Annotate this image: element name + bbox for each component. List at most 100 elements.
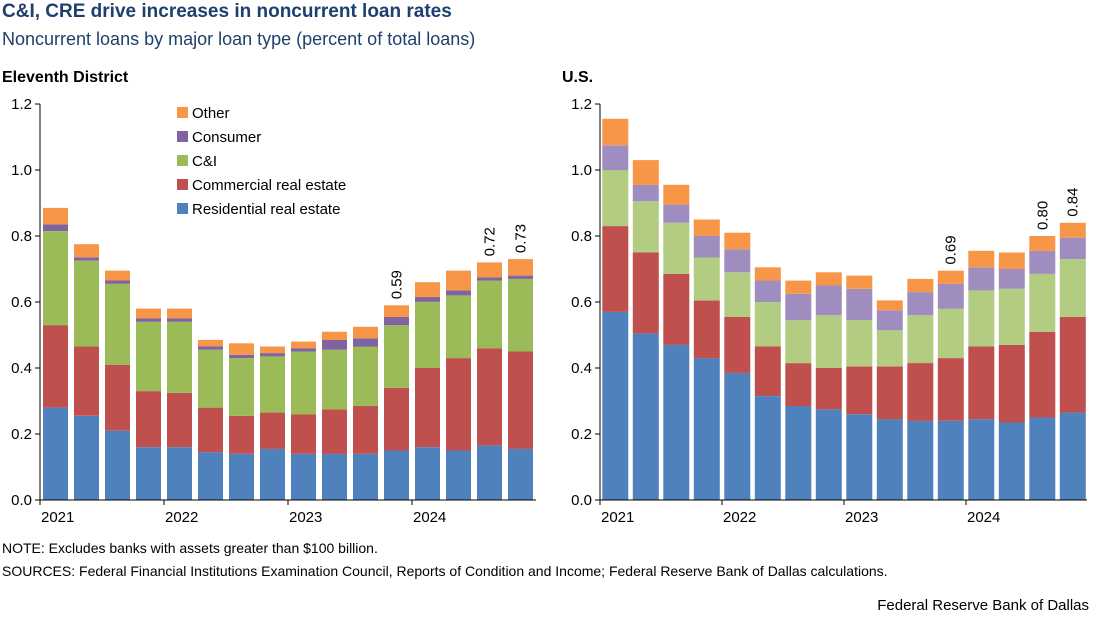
us-bar-candi-2023q2 bbox=[876, 330, 903, 367]
district-bar-other-2023q3 bbox=[353, 326, 378, 339]
district-bar-consumer-2023q4 bbox=[384, 316, 409, 326]
us-bar-other-2023q1 bbox=[846, 275, 873, 289]
legend-label-residential-real-estate: Residential real estate bbox=[192, 201, 340, 218]
us-bar-consumer-2023q2 bbox=[876, 310, 903, 331]
district-bar-consumer-2024q4 bbox=[508, 275, 533, 279]
us-data-label-0.69: 0.69 bbox=[943, 235, 960, 264]
us-bar-commercial-real-estate-2022q4 bbox=[815, 368, 842, 410]
us-bar-consumer-2022q1 bbox=[724, 249, 751, 273]
district-bar-consumer-2021q1 bbox=[43, 224, 68, 231]
us-bar-residential-real-estate-2024q2 bbox=[998, 422, 1025, 500]
district-bar-other-2022q2 bbox=[198, 339, 223, 347]
district-bar-consumer-2024q1 bbox=[415, 297, 440, 302]
us-bar-consumer-2021q3 bbox=[663, 204, 690, 223]
district-bar-residential-real-estate-2021q1 bbox=[43, 407, 68, 500]
us-y-tick-label: 1.0 bbox=[571, 162, 592, 179]
district-data-label-0.72: 0.72 bbox=[482, 227, 499, 256]
legend-label-commercial-real-estate: Commercial real estate bbox=[192, 177, 346, 194]
district-bar-residential-real-estate-2023q3 bbox=[353, 453, 378, 500]
district-bar-other-2023q4 bbox=[384, 305, 409, 317]
district-panel-title: Eleventh District bbox=[2, 69, 129, 86]
district-bar-candi-2022q1 bbox=[167, 321, 192, 393]
us-bar-commercial-real-estate-2021q1 bbox=[602, 226, 629, 312]
district-bar-other-2022q1 bbox=[167, 308, 192, 319]
district-bar-other-2022q4 bbox=[260, 346, 285, 354]
us-bar-consumer-2024q4 bbox=[1059, 237, 1086, 260]
us-bar-other-2022q4 bbox=[815, 272, 842, 286]
us-bar-commercial-real-estate-2021q4 bbox=[693, 300, 720, 359]
us-bar-candi-2023q1 bbox=[846, 320, 873, 367]
us-bar-consumer-2023q4 bbox=[937, 283, 964, 309]
us-bar-candi-2021q1 bbox=[602, 170, 629, 227]
district-y-tick-label: 0.6 bbox=[11, 294, 32, 311]
district-bar-candi-2023q4 bbox=[384, 325, 409, 388]
district-bar-consumer-2021q2 bbox=[74, 257, 99, 261]
district-bar-commercial-real-estate-2021q1 bbox=[43, 325, 68, 408]
district-bar-candi-2023q3 bbox=[353, 346, 378, 406]
us-bar-residential-real-estate-2021q3 bbox=[663, 344, 690, 500]
us-bar-commercial-real-estate-2024q4 bbox=[1059, 316, 1086, 413]
us-bar-residential-real-estate-2023q3 bbox=[907, 420, 934, 500]
district-bar-candi-2021q1 bbox=[43, 231, 68, 326]
us-bar-commercial-real-estate-2023q2 bbox=[876, 366, 903, 420]
legend-label-candi: C&I bbox=[192, 153, 217, 170]
credit-text: Federal Reserve Bank of Dallas bbox=[877, 597, 1089, 614]
us-x-tick-label-2023: 2023 bbox=[845, 509, 878, 526]
district-bar-consumer-2022q1 bbox=[167, 318, 192, 322]
district-data-label-0.73: 0.73 bbox=[513, 224, 530, 253]
us-bar-commercial-real-estate-2023q3 bbox=[907, 363, 934, 421]
us-bar-residential-real-estate-2021q4 bbox=[693, 358, 720, 500]
chart-subtitle: Noncurrent loans by major loan type (per… bbox=[2, 29, 476, 49]
us-bar-commercial-real-estate-2024q2 bbox=[998, 344, 1025, 423]
district-bar-consumer-2022q2 bbox=[198, 346, 223, 350]
us-bar-commercial-real-estate-2022q1 bbox=[724, 316, 751, 373]
us-bar-other-2021q4 bbox=[693, 219, 720, 236]
us-bar-residential-real-estate-2023q1 bbox=[846, 414, 873, 500]
district-y-tick-label: 0.0 bbox=[11, 492, 32, 509]
district-bar-residential-real-estate-2024q3 bbox=[477, 445, 502, 500]
us-bar-residential-real-estate-2024q3 bbox=[1029, 417, 1056, 500]
us-x-tick-label-2024: 2024 bbox=[967, 509, 1000, 526]
us-bar-consumer-2021q2 bbox=[632, 184, 659, 202]
district-bar-residential-real-estate-2022q2 bbox=[198, 452, 223, 500]
us-bar-commercial-real-estate-2023q4 bbox=[937, 358, 964, 421]
us-bar-consumer-2022q4 bbox=[815, 285, 842, 316]
us-bar-candi-2024q2 bbox=[998, 288, 1025, 345]
district-y-tick-label: 1.2 bbox=[11, 96, 32, 113]
us-bar-commercial-real-estate-2021q3 bbox=[663, 274, 690, 345]
us-y-tick-label: 0.8 bbox=[571, 228, 592, 245]
us-bar-residential-real-estate-2024q1 bbox=[968, 419, 995, 500]
us-bar-candi-2024q3 bbox=[1029, 273, 1056, 332]
district-bar-consumer-2023q1 bbox=[291, 348, 316, 352]
us-bar-candi-2023q3 bbox=[907, 315, 934, 363]
us-bar-candi-2022q2 bbox=[754, 302, 781, 347]
us-bar-other-2023q4 bbox=[937, 270, 964, 284]
district-bar-other-2022q3 bbox=[229, 343, 254, 355]
us-bar-other-2023q3 bbox=[907, 278, 934, 293]
district-bar-commercial-real-estate-2024q1 bbox=[415, 368, 440, 448]
district-bar-residential-real-estate-2022q3 bbox=[229, 453, 254, 500]
district-bar-candi-2021q4 bbox=[136, 321, 161, 392]
district-bar-residential-real-estate-2024q4 bbox=[508, 448, 533, 500]
us-bar-other-2024q3 bbox=[1029, 236, 1056, 251]
us-bar-residential-real-estate-2024q4 bbox=[1059, 412, 1086, 500]
us-data-label-0.80: 0.80 bbox=[1034, 201, 1051, 230]
district-bar-other-2021q3 bbox=[105, 270, 130, 281]
district-bar-candi-2021q3 bbox=[105, 283, 130, 365]
district-bar-commercial-real-estate-2024q3 bbox=[477, 348, 502, 446]
us-y-tick-label: 0.6 bbox=[571, 294, 592, 311]
us-bar-residential-real-estate-2022q1 bbox=[724, 372, 751, 500]
district-data-label-0.59: 0.59 bbox=[389, 270, 406, 299]
legend-swatch-candi bbox=[177, 155, 188, 166]
district-bar-consumer-2022q3 bbox=[229, 354, 254, 359]
us-x-tick-label-2022: 2022 bbox=[723, 509, 756, 526]
district-bar-residential-real-estate-2021q3 bbox=[105, 430, 130, 500]
district-bar-residential-real-estate-2023q4 bbox=[384, 450, 409, 500]
us-bar-consumer-2021q4 bbox=[693, 236, 720, 258]
district-bar-other-2021q1 bbox=[43, 207, 68, 225]
us-bar-commercial-real-estate-2023q1 bbox=[846, 366, 873, 415]
district-bar-residential-real-estate-2024q1 bbox=[415, 447, 440, 500]
district-bar-commercial-real-estate-2023q3 bbox=[353, 405, 378, 454]
district-bar-consumer-2021q3 bbox=[105, 280, 130, 284]
